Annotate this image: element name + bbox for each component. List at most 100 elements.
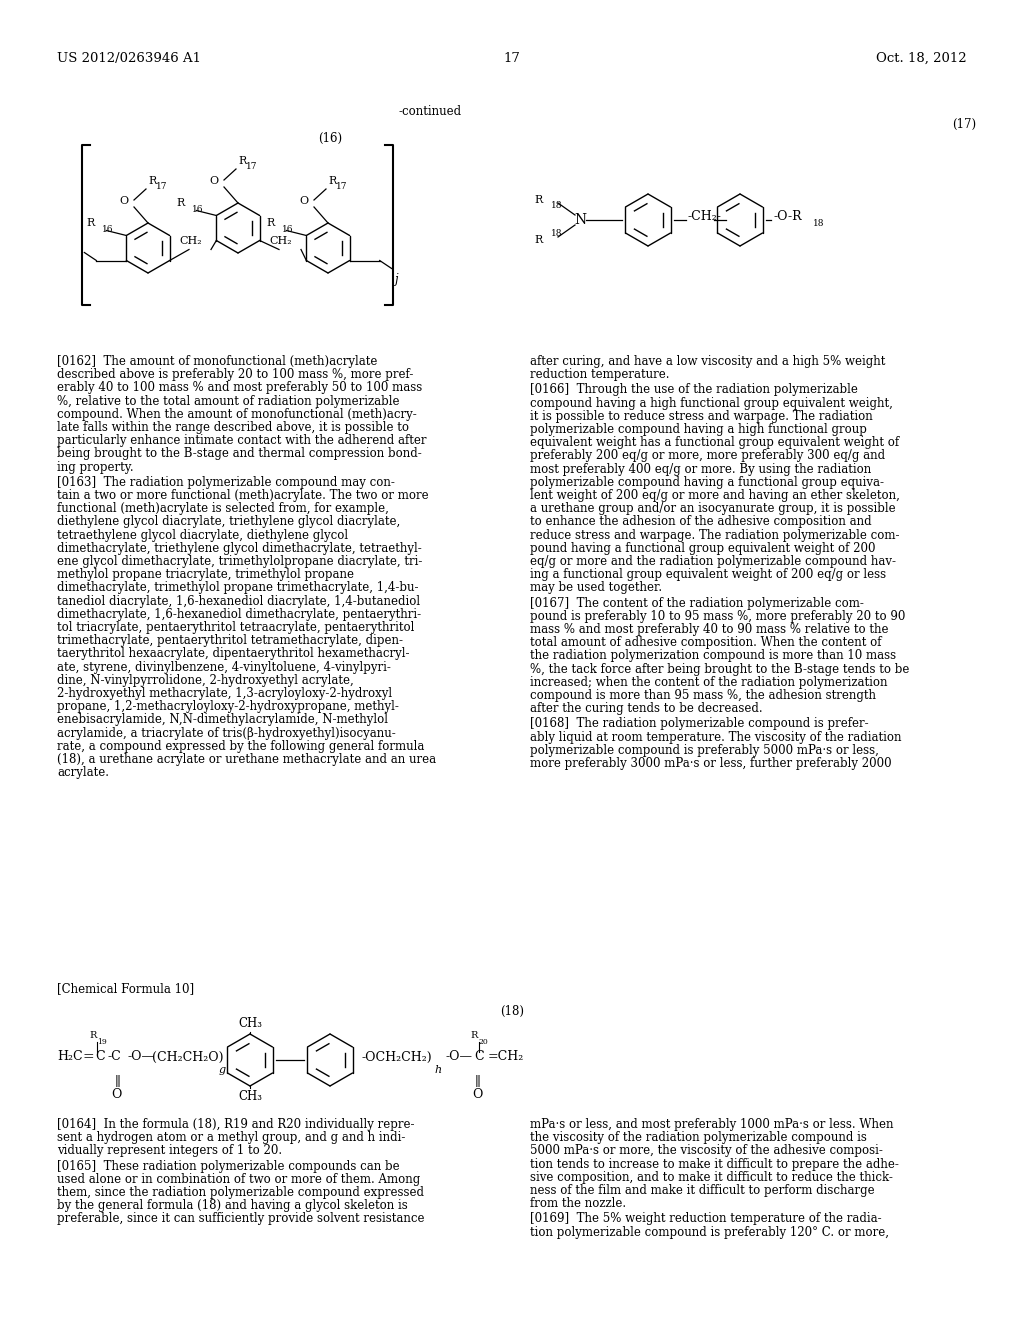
Text: (17): (17) [952, 117, 976, 131]
Text: CH₂: CH₂ [179, 235, 203, 246]
Text: O: O [111, 1088, 121, 1101]
Text: ably liquid at room temperature. The viscosity of the radiation: ably liquid at room temperature. The vis… [530, 730, 901, 743]
Text: preferably 200 eq/g or more, more preferably 300 eq/g and: preferably 200 eq/g or more, more prefer… [530, 449, 885, 462]
Text: polymerizable compound having a functional group equiva-: polymerizable compound having a function… [530, 475, 884, 488]
Text: by the general formula (18) and having a glycol skeleton is: by the general formula (18) and having a… [57, 1199, 408, 1212]
Text: Oct. 18, 2012: Oct. 18, 2012 [877, 51, 967, 65]
Text: R: R [266, 219, 274, 228]
Text: dine, N-vinylpyrrolidone, 2-hydroxyethyl acrylate,: dine, N-vinylpyrrolidone, 2-hydroxyethyl… [57, 673, 353, 686]
Text: [0162]  The amount of monofunctional (meth)acrylate: [0162] The amount of monofunctional (met… [57, 355, 378, 368]
Text: [0169]  The 5% weight reduction temperature of the radia-: [0169] The 5% weight reduction temperatu… [530, 1212, 882, 1225]
Text: O: O [210, 176, 218, 186]
Text: [0167]  The content of the radiation polymerizable com-: [0167] The content of the radiation poly… [530, 597, 864, 610]
Text: O: O [472, 1088, 482, 1101]
Text: O: O [120, 195, 129, 206]
Text: R: R [238, 156, 246, 166]
Text: CH₂: CH₂ [269, 235, 292, 246]
Text: (16): (16) [318, 132, 342, 145]
Text: dimethacrylate, 1,6-hexanediol dimethacrylate, pentaerythri-: dimethacrylate, 1,6-hexanediol dimethacr… [57, 607, 421, 620]
Text: C: C [95, 1051, 104, 1064]
Text: h: h [434, 1065, 441, 1074]
Text: pound is preferably 10 to 95 mass %, more preferably 20 to 90: pound is preferably 10 to 95 mass %, mor… [530, 610, 905, 623]
Text: rate, a compound expressed by the following general formula: rate, a compound expressed by the follow… [57, 739, 424, 752]
Text: it is possible to reduce stress and warpage. The radiation: it is possible to reduce stress and warp… [530, 409, 872, 422]
Text: may be used together.: may be used together. [530, 581, 663, 594]
Text: -OCH₂CH₂): -OCH₂CH₂) [361, 1051, 432, 1064]
Text: 17: 17 [156, 182, 168, 191]
Text: -C: -C [106, 1051, 121, 1064]
Text: H₂C: H₂C [57, 1051, 83, 1064]
Text: to enhance the adhesion of the adhesive composition and: to enhance the adhesion of the adhesive … [530, 515, 871, 528]
Text: trimethacrylate, pentaerythritol tetramethacrylate, dipen-: trimethacrylate, pentaerythritol tetrame… [57, 634, 403, 647]
Text: sent a hydrogen atom or a methyl group, and g and h indi-: sent a hydrogen atom or a methyl group, … [57, 1131, 406, 1144]
Text: R: R [535, 195, 543, 205]
Text: tanediol diacrylate, 1,6-hexanediol diacrylate, 1,4-butanediol: tanediol diacrylate, 1,6-hexanediol diac… [57, 594, 420, 607]
Text: [0166]  Through the use of the radiation polymerizable: [0166] Through the use of the radiation … [530, 383, 858, 396]
Text: tion tends to increase to make it difficult to prepare the adhe-: tion tends to increase to make it diffic… [530, 1158, 899, 1171]
Text: [0164]  In the formula (18), R19 and R20 individually repre-: [0164] In the formula (18), R19 and R20 … [57, 1118, 415, 1131]
Text: 17: 17 [504, 51, 520, 65]
Text: enebisacrylamide, N,N-dimethylacrylamide, N-methylol: enebisacrylamide, N,N-dimethylacrylamide… [57, 713, 388, 726]
Text: -CH₂-: -CH₂- [688, 210, 722, 223]
Text: 20: 20 [478, 1038, 487, 1045]
Text: R: R [176, 198, 184, 209]
Text: j: j [393, 272, 397, 285]
Text: tol triacrylate, pentaerythritol tetraacrylate, pentaerythritol: tol triacrylate, pentaerythritol tetraac… [57, 620, 415, 634]
Text: most preferably 400 eq/g or more. By using the radiation: most preferably 400 eq/g or more. By usi… [530, 462, 871, 475]
Text: ing property.: ing property. [57, 461, 133, 474]
Text: dimethacrylate, triethylene glycol dimethacrylate, tetraethyl-: dimethacrylate, triethylene glycol dimet… [57, 541, 422, 554]
Text: eq/g or more and the radiation polymerizable compound hav-: eq/g or more and the radiation polymeriz… [530, 554, 896, 568]
Text: [0165]  These radiation polymerizable compounds can be: [0165] These radiation polymerizable com… [57, 1159, 399, 1172]
Text: polymerizable compound having a high functional group: polymerizable compound having a high fun… [530, 422, 867, 436]
Text: compound. When the amount of monofunctional (meth)acry-: compound. When the amount of monofunctio… [57, 408, 417, 421]
Text: the radiation polymerization compound is more than 10 mass: the radiation polymerization compound is… [530, 649, 896, 663]
Text: mPa·s or less, and most preferably 1000 mPa·s or less. When: mPa·s or less, and most preferably 1000 … [530, 1118, 894, 1131]
Text: %, relative to the total amount of radiation polymerizable: %, relative to the total amount of radia… [57, 395, 399, 408]
Text: ∥: ∥ [114, 1076, 120, 1089]
Text: polymerizable compound is preferably 5000 mPa·s or less,: polymerizable compound is preferably 500… [530, 743, 879, 756]
Text: CH₃: CH₃ [238, 1090, 262, 1104]
Text: 17: 17 [246, 162, 257, 172]
Text: 5000 mPa·s or more, the viscosity of the adhesive composi-: 5000 mPa·s or more, the viscosity of the… [530, 1144, 883, 1158]
Text: R: R [535, 235, 543, 246]
Text: [0168]  The radiation polymerizable compound is prefer-: [0168] The radiation polymerizable compo… [530, 717, 868, 730]
Text: particularly enhance intimate contact with the adherend after: particularly enhance intimate contact wi… [57, 434, 427, 447]
Text: 18: 18 [813, 219, 824, 227]
Text: dimethacrylate, trimethylol propane trimethacrylate, 1,4-bu-: dimethacrylate, trimethylol propane trim… [57, 581, 419, 594]
Text: being brought to the B-stage and thermal compression bond-: being brought to the B-stage and thermal… [57, 447, 422, 461]
Text: pound having a functional group equivalent weight of 200: pound having a functional group equivale… [530, 541, 876, 554]
Text: 18: 18 [551, 202, 562, 210]
Text: O: O [299, 195, 308, 206]
Text: R: R [148, 176, 157, 186]
Text: tion polymerizable compound is preferably 120° C. or more,: tion polymerizable compound is preferabl… [530, 1225, 889, 1238]
Text: (CH₂CH₂O): (CH₂CH₂O) [152, 1051, 223, 1064]
Text: after the curing tends to be decreased.: after the curing tends to be decreased. [530, 702, 763, 715]
Text: total amount of adhesive composition. When the content of: total amount of adhesive composition. Wh… [530, 636, 882, 649]
Text: acrylamide, a triacrylate of tris(β-hydroxyethyl)isocyanu-: acrylamide, a triacrylate of tris(β-hydr… [57, 726, 395, 739]
Text: 17: 17 [336, 182, 347, 191]
Text: 16: 16 [193, 206, 204, 214]
Text: used alone or in combination of two or more of them. Among: used alone or in combination of two or m… [57, 1172, 420, 1185]
Text: mass % and most preferably 40 to 90 mass % relative to the: mass % and most preferably 40 to 90 mass… [530, 623, 889, 636]
Text: equivalent weight has a functional group equivalent weight of: equivalent weight has a functional group… [530, 436, 899, 449]
Text: R: R [86, 219, 94, 228]
Text: late falls within the range described above, it is possible to: late falls within the range described ab… [57, 421, 409, 434]
Text: =CH₂: =CH₂ [488, 1051, 524, 1064]
Text: =: = [82, 1049, 93, 1064]
Text: 18: 18 [551, 230, 562, 239]
Text: taerythritol hexaacrylate, dipentaerythritol hexamethacryl-: taerythritol hexaacrylate, dipentaerythr… [57, 647, 410, 660]
Text: methylol propane triacrylate, trimethylol propane: methylol propane triacrylate, trimethylo… [57, 568, 354, 581]
Text: ing a functional group equivalent weight of 200 eq/g or less: ing a functional group equivalent weight… [530, 568, 886, 581]
Text: tain a two or more functional (meth)acrylate. The two or more: tain a two or more functional (meth)acry… [57, 488, 429, 502]
Text: ene glycol dimethacrylate, trimethylolpropane diacrylate, tri-: ene glycol dimethacrylate, trimethylolpr… [57, 554, 422, 568]
Text: the viscosity of the radiation polymerizable compound is: the viscosity of the radiation polymeriz… [530, 1131, 867, 1144]
Text: 2-hydroxyethyl methacrylate, 1,3-acryloyloxy-2-hydroxyl: 2-hydroxyethyl methacrylate, 1,3-acryloy… [57, 686, 392, 700]
Text: 16: 16 [102, 226, 114, 235]
Text: compound is more than 95 mass %, the adhesion strength: compound is more than 95 mass %, the adh… [530, 689, 876, 702]
Text: R: R [89, 1031, 96, 1040]
Text: -O—: -O— [446, 1051, 473, 1064]
Text: propane, 1,2-methacryloyloxy-2-hydroxypropane, methyl-: propane, 1,2-methacryloyloxy-2-hydroxypr… [57, 700, 399, 713]
Text: R: R [470, 1031, 477, 1040]
Text: erably 40 to 100 mass % and most preferably 50 to 100 mass: erably 40 to 100 mass % and most prefera… [57, 381, 422, 395]
Text: a urethane group and/or an isocyanurate group, it is possible: a urethane group and/or an isocyanurate … [530, 502, 896, 515]
